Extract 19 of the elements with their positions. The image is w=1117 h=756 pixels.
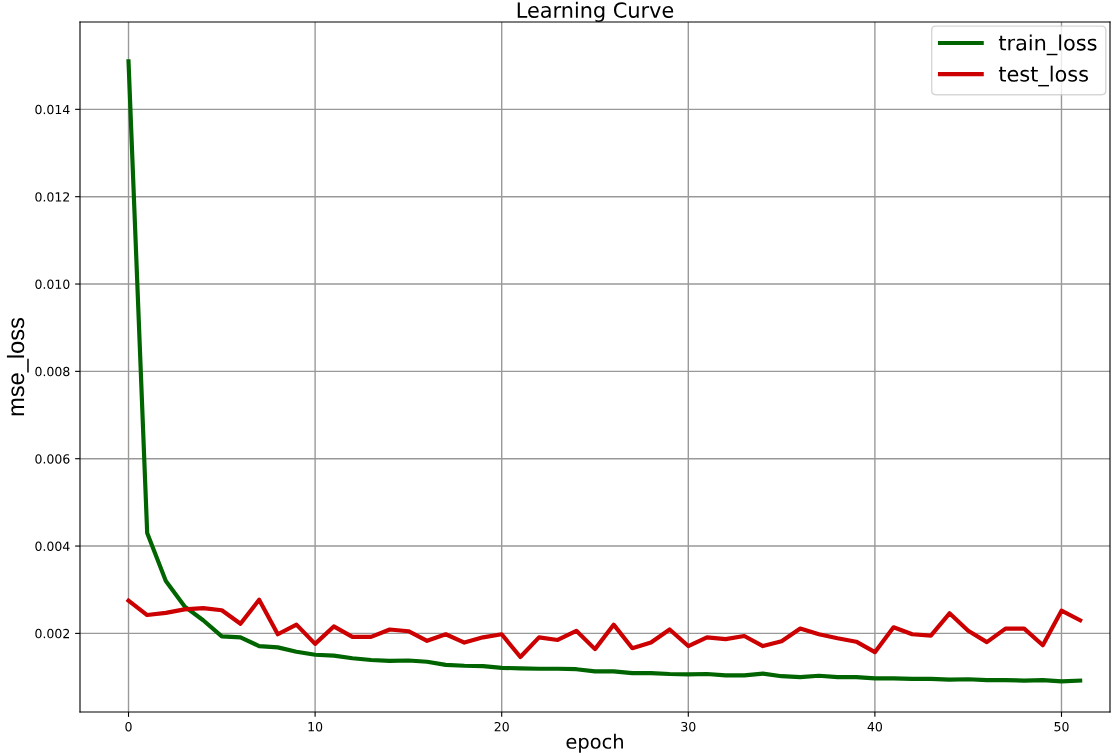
y-tick-label: 0.010 — [35, 279, 70, 289]
y-tick-label: 0.004 — [35, 541, 70, 551]
x-tick-label: 40 — [867, 721, 883, 732]
chart-title: Learning Curve — [517, 1, 674, 22]
y-tick-label: 0.006 — [35, 454, 70, 464]
x-tick-label: 10 — [308, 721, 323, 732]
x-tick-label: 20 — [494, 721, 509, 732]
line-series — [126, 597, 1083, 660]
x-tick-label: 30 — [681, 721, 696, 732]
y-tick-label: 0.002 — [35, 628, 70, 639]
legend-label: train_loss — [998, 34, 1097, 56]
legend-label: test_loss — [998, 65, 1088, 87]
x-tick-label: 50 — [1054, 721, 1069, 732]
x-axis-title: epoch — [566, 733, 623, 753]
y-tick-label: 0.014 — [35, 104, 70, 115]
y-tick-label: 0.008 — [35, 366, 70, 377]
y-tick-label: 0.012 — [35, 192, 70, 202]
x-tick-label: 0 — [125, 721, 132, 732]
y-axis-title: mse_loss — [6, 317, 29, 416]
